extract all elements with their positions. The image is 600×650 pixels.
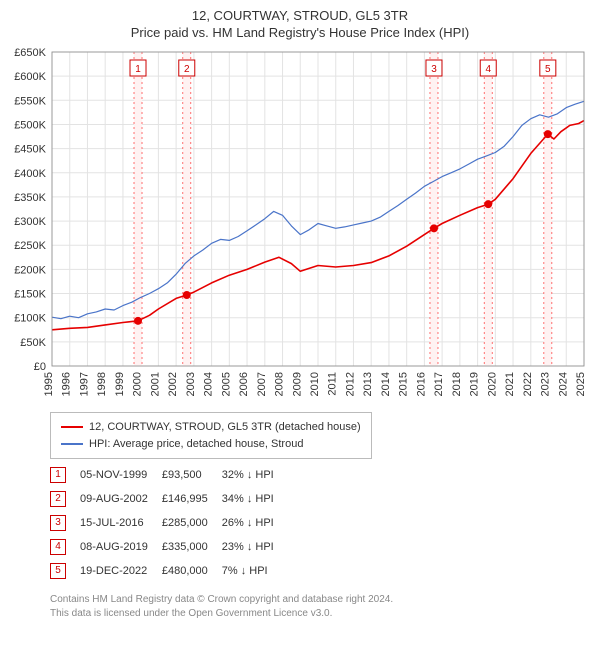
svg-text:£650K: £650K <box>14 47 46 59</box>
svg-text:2003: 2003 <box>185 372 197 396</box>
svg-text:1: 1 <box>135 64 141 75</box>
svg-text:2001: 2001 <box>149 372 161 396</box>
svg-text:2008: 2008 <box>274 372 286 396</box>
svg-text:£350K: £350K <box>14 192 46 204</box>
svg-text:2013: 2013 <box>362 372 374 396</box>
chart-area: £0 £50K £100K £150K £200K £250K £300K £350K £400… <box>8 46 592 406</box>
svg-text:2024: 2024 <box>557 372 569 396</box>
svg-text:£450K: £450K <box>14 144 46 156</box>
line-chart: £0 £50K £100K £150K £200K £250K £300K £350K £400… <box>8 46 592 406</box>
sale-price: £285,000 <box>162 511 222 535</box>
legend-swatch <box>61 426 83 428</box>
sale-date: 05-NOV-1999 <box>80 463 162 487</box>
svg-text:£600K: £600K <box>14 71 46 83</box>
svg-text:£500K: £500K <box>14 119 46 131</box>
legend-label: HPI: Average price, detached house, Stro… <box>89 436 303 453</box>
footer-line2: This data is licensed under the Open Gov… <box>50 607 592 621</box>
table-row: 1 05-NOV-1999£93,50032% ↓ HPI <box>50 463 288 487</box>
svg-text:£300K: £300K <box>14 216 46 228</box>
svg-text:5: 5 <box>545 64 551 75</box>
svg-text:2017: 2017 <box>433 372 445 396</box>
svg-text:£200K: £200K <box>14 264 46 276</box>
table-row: 2 09-AUG-2002£146,99534% ↓ HPI <box>50 487 288 511</box>
svg-text:1999: 1999 <box>114 372 126 396</box>
footer-line1: Contains HM Land Registry data © Crown c… <box>50 593 592 607</box>
sale-vs-hpi: 34% ↓ HPI <box>222 487 288 511</box>
svg-text:2023: 2023 <box>540 372 552 396</box>
chart-title: 12, COURTWAY, STROUD, GL5 3TR <box>8 8 592 23</box>
legend-item: HPI: Average price, detached house, Stro… <box>61 436 361 453</box>
svg-text:1997: 1997 <box>78 372 90 396</box>
legend-label: 12, COURTWAY, STROUD, GL5 3TR (detached … <box>89 419 361 436</box>
svg-text:3: 3 <box>431 64 437 75</box>
sale-date: 15-JUL-2016 <box>80 511 162 535</box>
svg-text:2015: 2015 <box>398 372 410 396</box>
footer-attribution: Contains HM Land Registry data © Crown c… <box>50 593 592 620</box>
svg-text:2004: 2004 <box>203 372 215 396</box>
svg-text:2014: 2014 <box>380 372 392 396</box>
svg-text:£550K: £550K <box>14 95 46 107</box>
chart-title-block: 12, COURTWAY, STROUD, GL5 3TR Price paid… <box>8 8 592 40</box>
svg-text:2016: 2016 <box>415 372 427 396</box>
svg-text:2019: 2019 <box>469 372 481 396</box>
sale-number-box: 5 <box>50 563 66 579</box>
svg-text:2005: 2005 <box>220 372 232 396</box>
svg-text:£250K: £250K <box>14 240 46 252</box>
sale-date: 19-DEC-2022 <box>80 559 162 583</box>
svg-text:2011: 2011 <box>327 372 339 396</box>
table-row: 3 15-JUL-2016£285,00026% ↓ HPI <box>50 511 288 535</box>
svg-text:2021: 2021 <box>504 372 516 396</box>
svg-text:2007: 2007 <box>256 372 268 396</box>
svg-text:2: 2 <box>184 64 190 75</box>
legend-item: 12, COURTWAY, STROUD, GL5 3TR (detached … <box>61 419 361 436</box>
table-row: 5 19-DEC-2022£480,0007% ↓ HPI <box>50 559 288 583</box>
svg-text:£50K: £50K <box>20 337 46 349</box>
sales-table: 1 05-NOV-1999£93,50032% ↓ HPI 2 09-AUG-2002… <box>50 463 288 583</box>
svg-text:£150K: £150K <box>14 289 46 301</box>
sale-vs-hpi: 32% ↓ HPI <box>222 463 288 487</box>
svg-text:1995: 1995 <box>43 372 55 396</box>
sale-vs-hpi: 7% ↓ HPI <box>222 559 288 583</box>
svg-text:2012: 2012 <box>344 372 356 396</box>
chart-subtitle: Price paid vs. HM Land Registry's House … <box>8 25 592 40</box>
table-row: 4 08-AUG-2019£335,00023% ↓ HPI <box>50 535 288 559</box>
svg-text:£400K: £400K <box>14 168 46 180</box>
svg-text:2006: 2006 <box>238 372 250 396</box>
svg-text:2018: 2018 <box>451 372 463 396</box>
sale-number-box: 4 <box>50 539 66 555</box>
svg-text:1996: 1996 <box>61 372 73 396</box>
sale-date: 09-AUG-2002 <box>80 487 162 511</box>
svg-text:£0: £0 <box>34 361 46 373</box>
sale-vs-hpi: 23% ↓ HPI <box>222 535 288 559</box>
sale-number-box: 1 <box>50 467 66 483</box>
sale-price: £480,000 <box>162 559 222 583</box>
svg-text:2022: 2022 <box>522 372 534 396</box>
sale-number-box: 2 <box>50 491 66 507</box>
sale-date: 08-AUG-2019 <box>80 535 162 559</box>
svg-text:2010: 2010 <box>309 372 321 396</box>
sale-price: £146,995 <box>162 487 222 511</box>
sale-number-box: 3 <box>50 515 66 531</box>
sale-price: £93,500 <box>162 463 222 487</box>
svg-text:2009: 2009 <box>291 372 303 396</box>
svg-text:2002: 2002 <box>167 372 179 396</box>
svg-text:2020: 2020 <box>486 372 498 396</box>
svg-text:2000: 2000 <box>132 372 144 396</box>
sale-price: £335,000 <box>162 535 222 559</box>
legend-swatch <box>61 443 83 445</box>
legend: 12, COURTWAY, STROUD, GL5 3TR (detached … <box>50 412 372 459</box>
svg-text:1998: 1998 <box>96 372 108 396</box>
sale-vs-hpi: 26% ↓ HPI <box>222 511 288 535</box>
svg-text:4: 4 <box>485 64 491 75</box>
svg-text:2025: 2025 <box>575 372 587 396</box>
svg-text:£100K: £100K <box>14 313 46 325</box>
